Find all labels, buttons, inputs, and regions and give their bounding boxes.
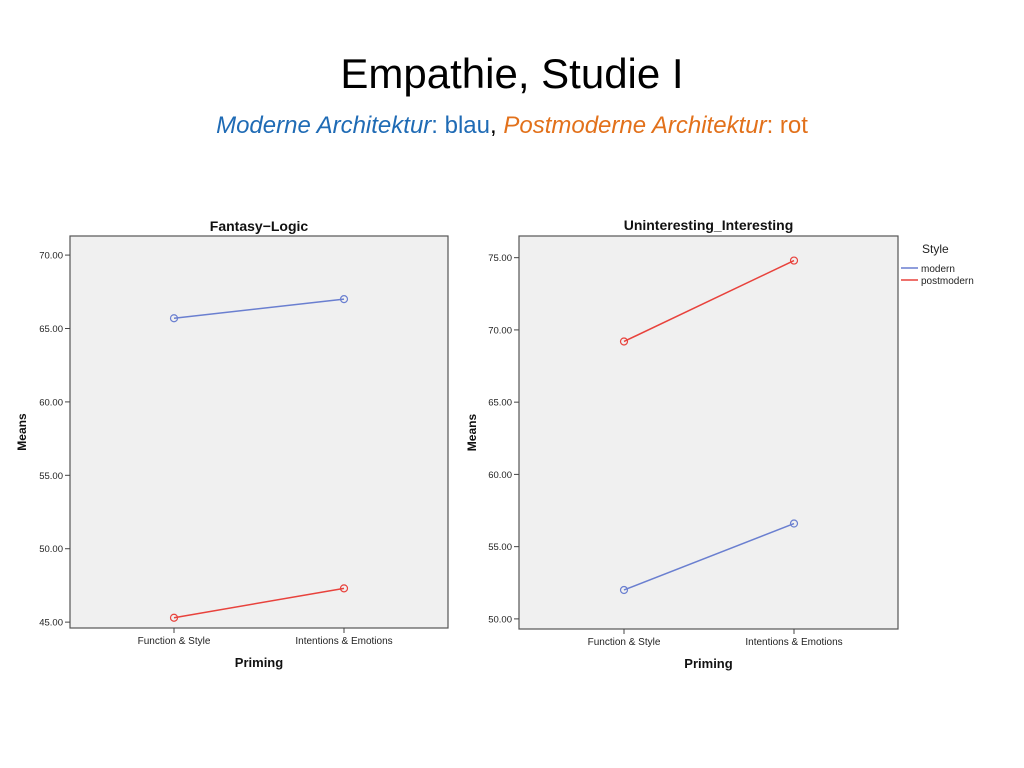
subtitle-modern-label: Moderne Architektur <box>216 112 432 139</box>
y-tick-label: 65.00 <box>39 324 63 335</box>
y-tick-label: 55.00 <box>39 471 63 482</box>
subtitle-postmodern-color: : rot <box>766 112 808 139</box>
plot-area <box>518 235 899 630</box>
y-tick-label: 65.00 <box>488 398 512 409</box>
subtitle-modern-color: : blau <box>431 112 490 139</box>
slide-subtitle: Moderne Architektur: blau, Postmoderne A… <box>0 112 1024 140</box>
y-tick-label: 50.00 <box>39 544 63 555</box>
legend-label-modern: modern <box>921 264 955 275</box>
y-tick-label: 70.00 <box>39 251 63 262</box>
x-tick-label: Intentions & Emotions <box>745 637 842 648</box>
data-point-modern <box>789 519 799 528</box>
x-tick-label: Function & Style <box>138 636 211 647</box>
data-point-modern <box>619 585 629 595</box>
plot-area <box>69 235 449 629</box>
legend-title: Style <box>922 242 949 256</box>
x-axis-label: Priming <box>684 656 732 671</box>
legend-label-postmodern: postmodern <box>921 276 974 287</box>
y-tick-label: 50.00 <box>488 614 512 625</box>
data-point-postmodern <box>339 584 349 593</box>
x-tick-label: Intentions & Emotions <box>295 636 392 647</box>
data-point-postmodern <box>789 256 799 265</box>
series-line-postmodern <box>623 259 795 343</box>
chart-fantasy-logic: Fantasy−Logic 45.00 50.00 55.00 60.00 65.00 70… <box>15 218 449 670</box>
chart-title: Uninteresting_Interesting <box>624 217 794 233</box>
y-tick-label: 45.00 <box>39 618 63 629</box>
y-tick-label: 75.00 <box>488 253 512 264</box>
series-line-modern <box>623 522 795 591</box>
data-point-modern <box>339 295 349 304</box>
y-tick-label: 55.00 <box>488 542 512 553</box>
series-line-postmodern <box>173 587 345 619</box>
slide-title: Empathie, Studie I <box>340 50 684 97</box>
y-axis-label: Means <box>465 414 479 452</box>
y-tick-label: 60.00 <box>39 397 63 408</box>
series-line-modern <box>173 298 345 319</box>
data-point-postmodern <box>619 337 629 346</box>
data-point-modern <box>169 314 179 323</box>
x-tick-label: Function & Style <box>588 637 661 648</box>
chart-title: Fantasy−Logic <box>210 218 309 234</box>
chart-legend: Style modern postmodern <box>901 242 974 287</box>
y-axis-label: Means <box>15 413 29 451</box>
subtitle-postmodern-label: Postmoderne Architektur <box>503 112 767 139</box>
subtitle-separator: , <box>490 112 504 139</box>
chart-uninteresting-interesting: Uninteresting_Interesting 50.00 55.00 60.00… <box>465 217 899 671</box>
y-tick-label: 60.00 <box>488 470 512 481</box>
x-axis-label: Priming <box>235 655 283 670</box>
y-tick-label: 70.00 <box>488 325 512 336</box>
data-point-postmodern <box>169 613 179 622</box>
